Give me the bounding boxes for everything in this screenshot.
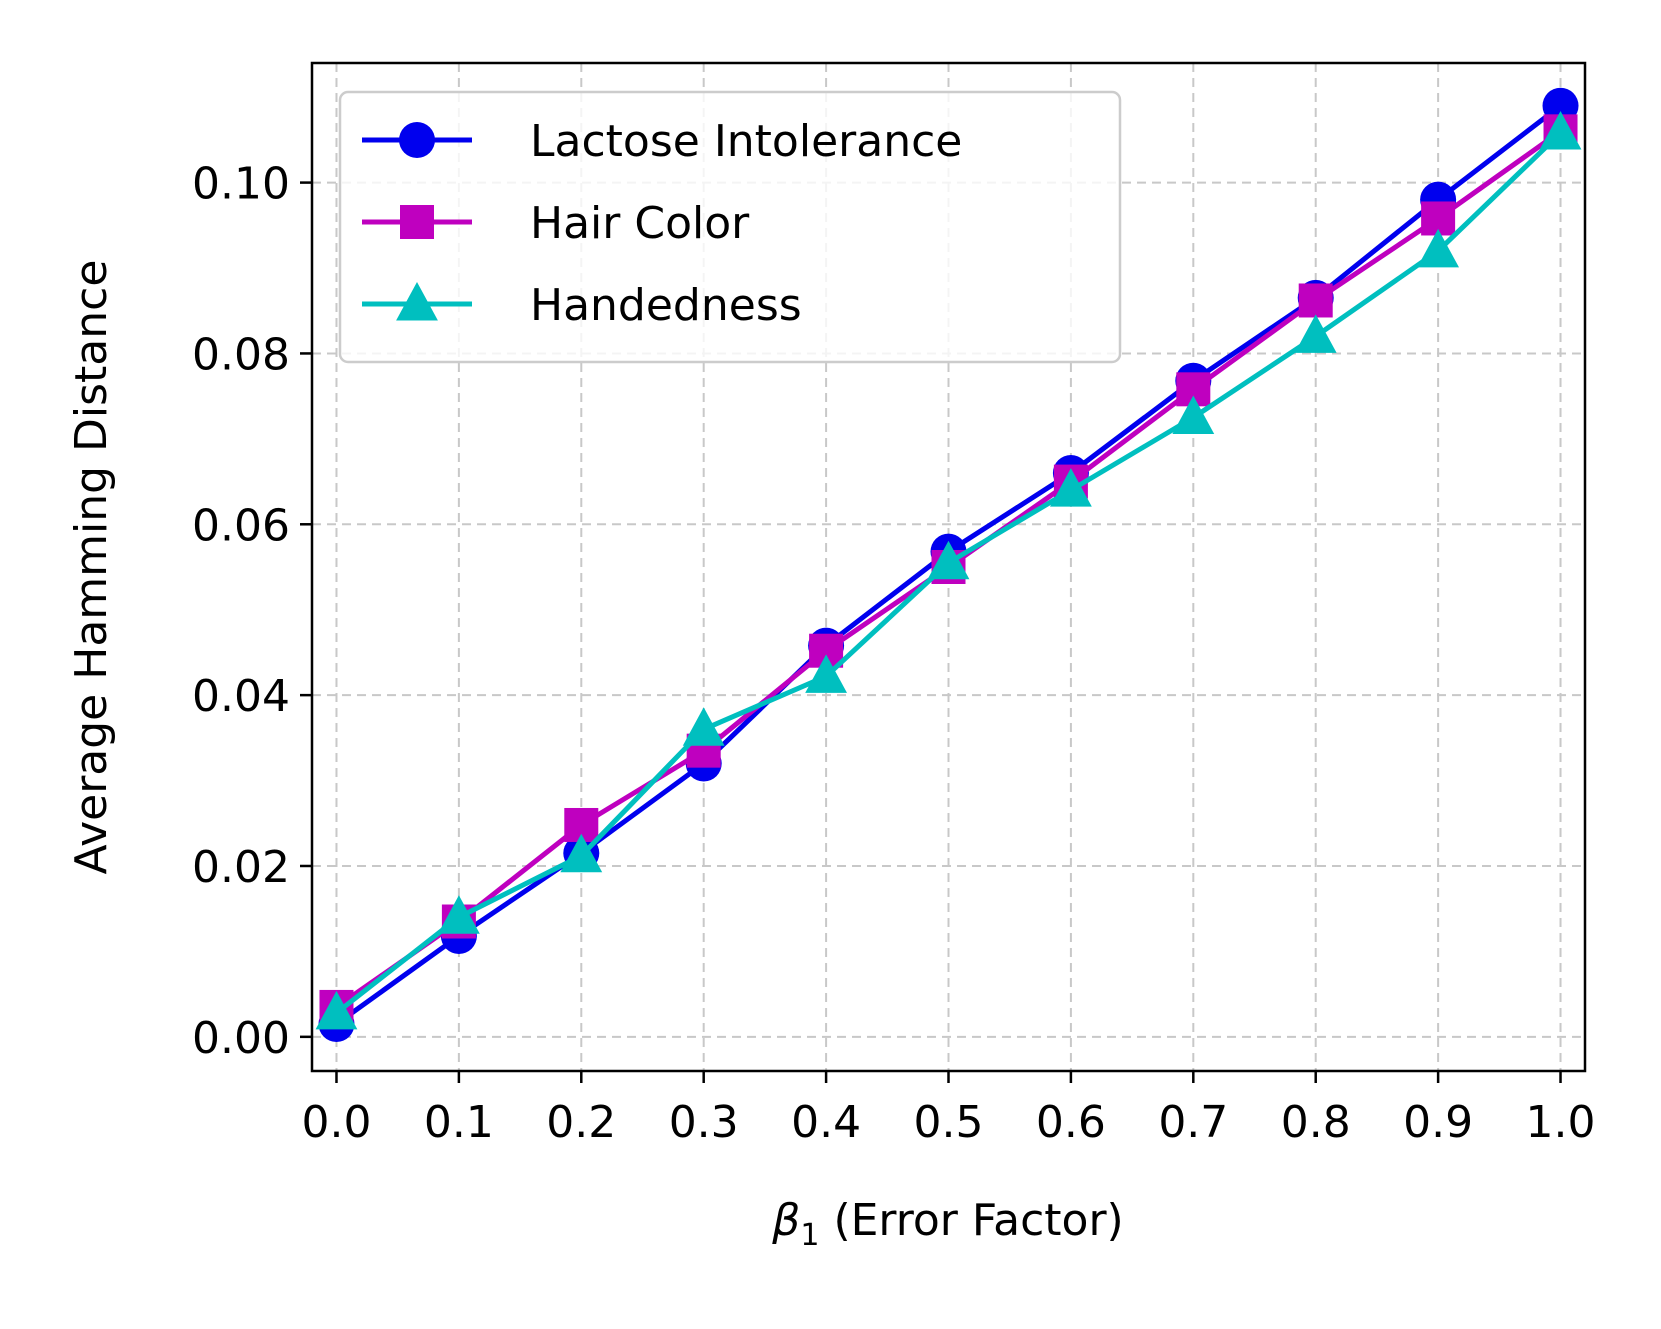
y-axis-label: Average Hamming Distance [66, 260, 117, 875]
data-point [1294, 314, 1337, 353]
x-tick-label: 0.6 [1036, 1097, 1106, 1148]
x-tick-label: 0.4 [791, 1097, 861, 1148]
x-tick-label: 0.0 [301, 1097, 371, 1148]
series-handedness [315, 111, 1582, 1030]
y-tick-label: 0.06 [192, 500, 290, 551]
x-tick-label: 0.2 [546, 1097, 616, 1148]
data-point [437, 895, 480, 934]
y-tick-label: 0.08 [192, 329, 290, 380]
x-tick-label: 1.0 [1526, 1097, 1596, 1148]
x-axis-symbol: β [771, 1195, 800, 1246]
legend-entry: Handedness [362, 280, 802, 331]
data-point [1298, 283, 1333, 318]
legend: Lactose Intolerance Hair Color Handedness [338, 90, 1122, 364]
legend-marker [399, 122, 435, 158]
legend-marker [396, 282, 438, 321]
y-tick-label: 0.02 [192, 842, 290, 893]
x-tick-label: 0.7 [1158, 1097, 1228, 1148]
data-point [1172, 395, 1215, 435]
data-point [1539, 111, 1582, 150]
y-tick-label: 0.10 [192, 159, 290, 210]
x-axis-subscript: 1 [800, 1218, 819, 1253]
data-point [682, 707, 725, 746]
x-tick-label: 0.3 [669, 1097, 739, 1148]
legend-marker [400, 205, 434, 239]
x-tick-label: 0.8 [1281, 1097, 1351, 1148]
x-axis-text: (Error Factor) [833, 1195, 1123, 1246]
legend-entry: Lactose Intolerance [362, 116, 962, 167]
legend-label: Handedness [530, 280, 802, 331]
x-tick-label: 0.5 [914, 1097, 984, 1148]
x-axis-label: β1 (Error Factor) [771, 1195, 1123, 1253]
data-point [1050, 468, 1092, 507]
ticks: 0.0 0.1 0.2 0.3 0.4 0.5 0.6 0.7 0.8 0.9 1.0 0.00 0.0… [192, 159, 1595, 1148]
y-tick-label: 0.00 [192, 1013, 290, 1064]
data-point [315, 990, 358, 1030]
y-tick-label: 0.04 [192, 671, 290, 722]
legend-box [338, 90, 1122, 364]
data-point [1417, 228, 1460, 268]
x-tick-label: 0.1 [424, 1097, 494, 1148]
data-point [805, 654, 847, 693]
x-tick-label: 0.9 [1403, 1097, 1473, 1148]
legend-label: Lactose Intolerance [530, 116, 962, 167]
legend-label: Hair Color [530, 198, 750, 249]
data-point [927, 540, 970, 580]
series-layer [315, 87, 1582, 1043]
legend-entry: Hair Color [362, 198, 750, 249]
data-point [560, 833, 603, 873]
